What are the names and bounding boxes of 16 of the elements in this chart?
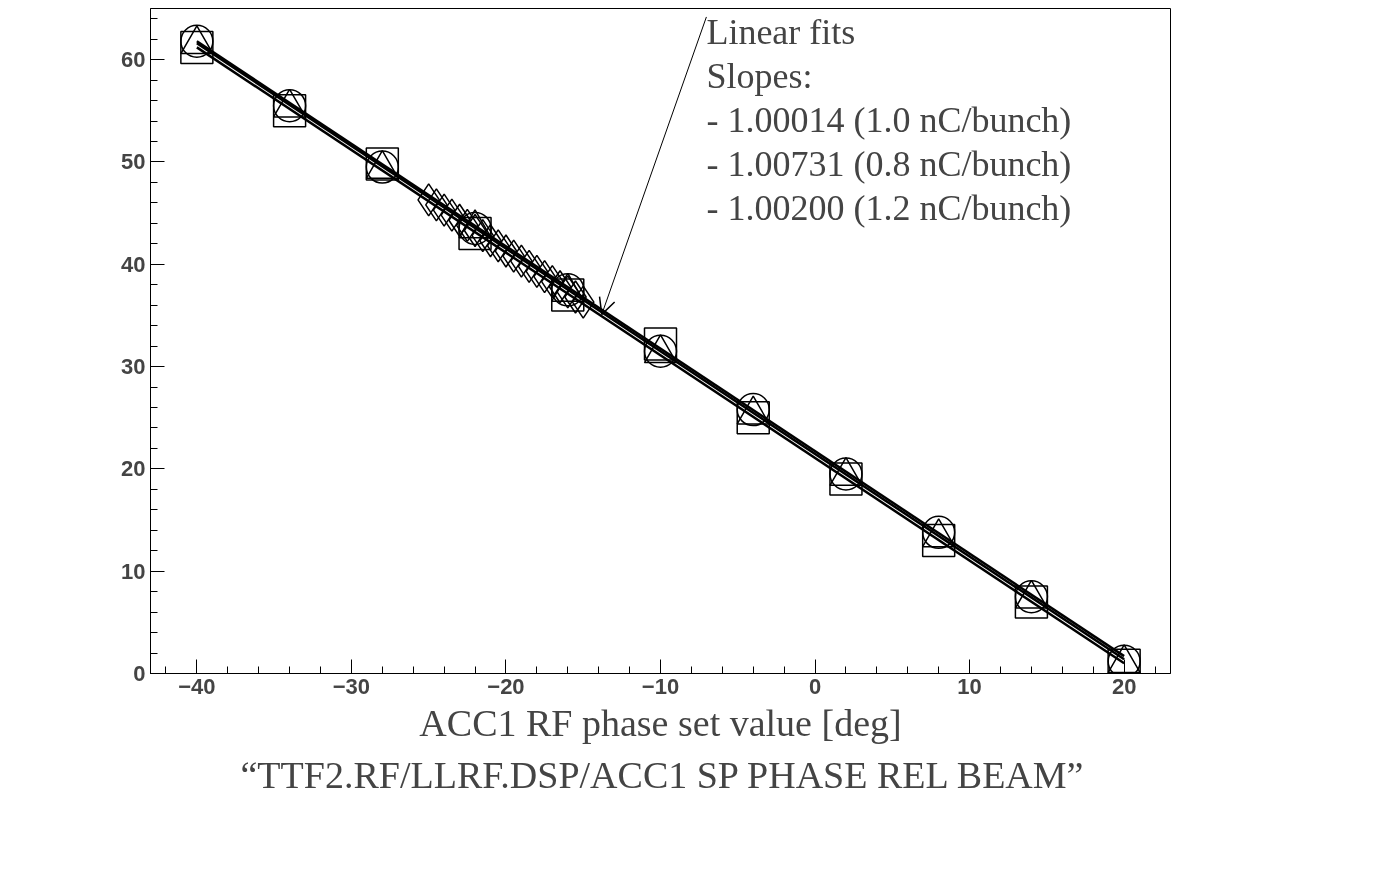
annotation: Linear fits Slopes: - 1.00014 (1.0 nC/bunch) - 1.00731 (0.8 nC/bunch) - 1.00200 (1.2 nC/bunch)	[706, 11, 1072, 228]
y-tick-label: 40	[121, 251, 146, 277]
x-tick-label: −20	[487, 673, 525, 699]
y-tick-label: 20	[121, 456, 146, 482]
x-tick-label: −30	[332, 673, 371, 699]
x-tick-label: −10	[641, 673, 680, 699]
y-tick-label: 50	[121, 149, 146, 175]
x-tick-label: 0	[808, 673, 822, 699]
y-tick-label: 30	[121, 354, 146, 380]
x-axis-title: ACC1 RF phase set value [deg]	[419, 701, 902, 744]
y-tick-label: 10	[121, 558, 146, 584]
x-tick-label: 20	[1111, 673, 1137, 699]
text: “TTF2.RF/LLRF.DSP/ACC1 SP PHASE REL BEAM”	[240, 753, 1084, 796]
x-tick-label: 10	[957, 673, 982, 699]
x-tick-label: −40	[178, 673, 216, 699]
y-tick-label: 60	[121, 47, 146, 73]
